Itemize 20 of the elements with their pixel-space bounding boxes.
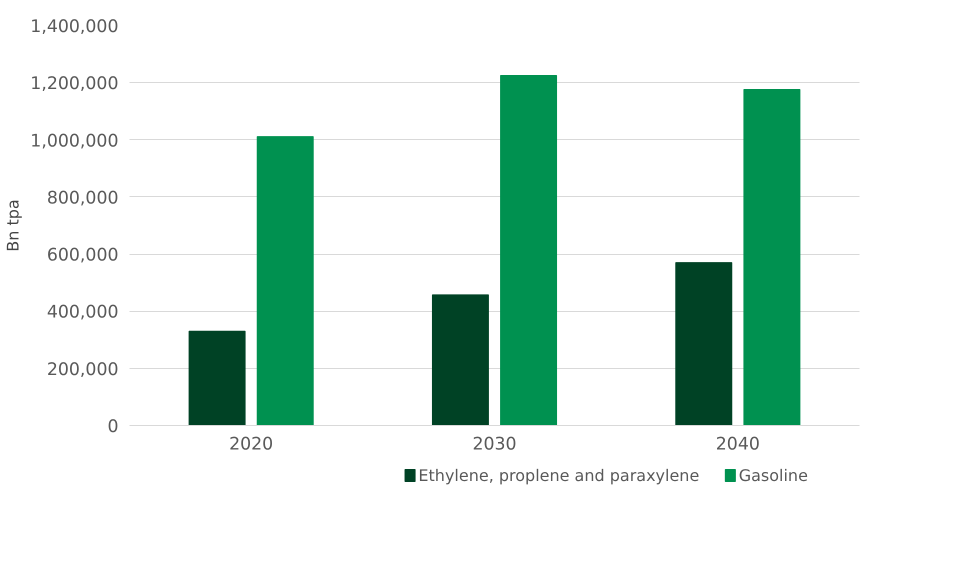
y-tick-label: 600,000 bbox=[46, 246, 118, 266]
y-tick-label: 1,200,000 bbox=[30, 74, 119, 94]
x-tick-label: 2040 bbox=[716, 434, 760, 454]
bar bbox=[432, 294, 489, 426]
legend-label: Ethylene, proplene and paraxylene bbox=[418, 466, 700, 485]
legend-label: Gasoline bbox=[738, 466, 808, 485]
bar bbox=[256, 136, 314, 426]
bar bbox=[500, 75, 558, 426]
x-tick-label: 2020 bbox=[229, 434, 274, 454]
bar bbox=[743, 89, 800, 426]
y-tick-label: 1,000,000 bbox=[30, 131, 119, 152]
bar bbox=[188, 330, 246, 426]
bar bbox=[675, 262, 732, 426]
y-tick-label: 200,000 bbox=[46, 360, 118, 380]
y-tick-label: 400,000 bbox=[46, 302, 118, 323]
y-tick-label: 800,000 bbox=[46, 188, 118, 208]
y-tick-label: 0 bbox=[107, 417, 119, 437]
x-tick-label: 2030 bbox=[472, 434, 517, 454]
y-tick-label: 1,400,000 bbox=[30, 17, 119, 37]
y-axis-title: Bn tpa bbox=[3, 199, 22, 252]
